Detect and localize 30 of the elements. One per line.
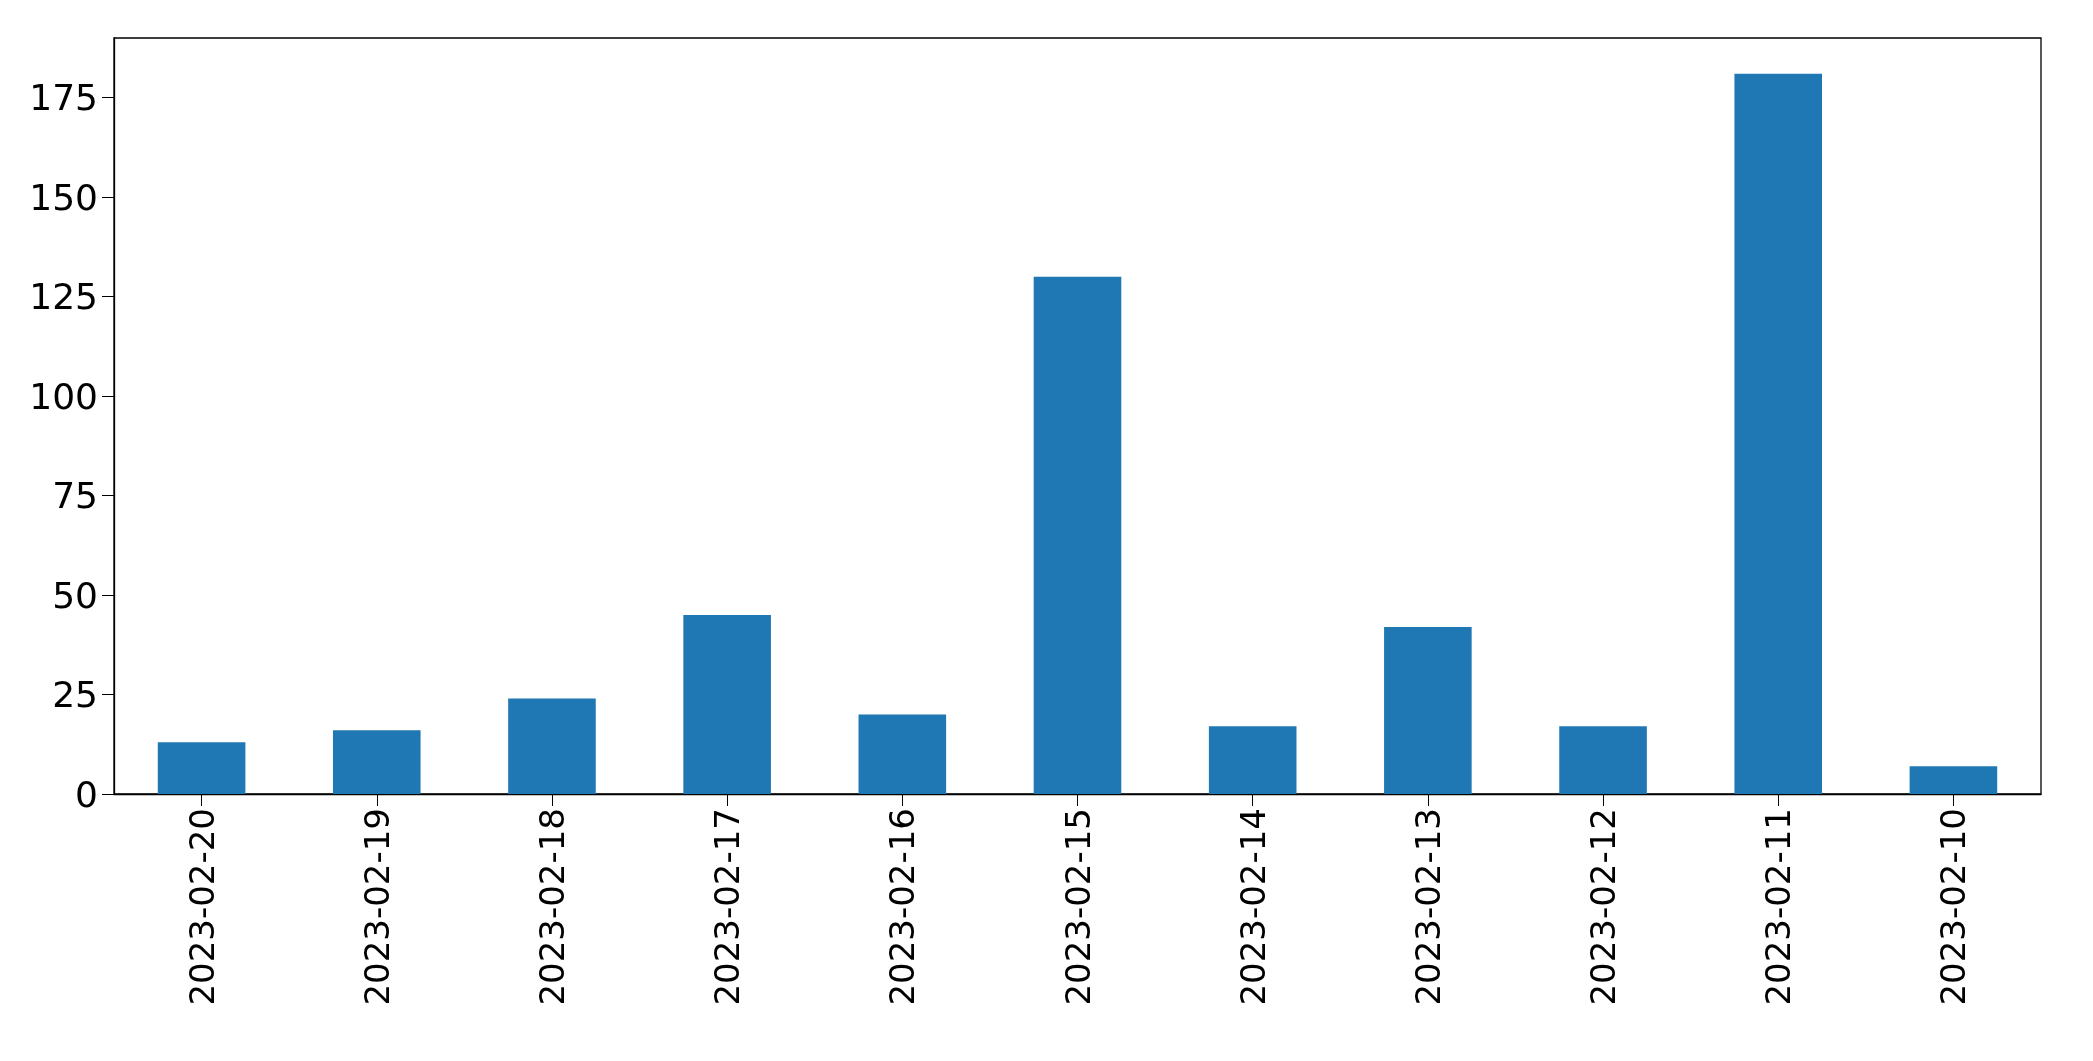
bar bbox=[1208, 726, 1297, 794]
bar bbox=[683, 614, 771, 794]
y-tick-label: 50 bbox=[52, 574, 98, 616]
y-tick-label: 25 bbox=[52, 674, 98, 716]
x-tick-label: 2023-02-11 bbox=[1758, 808, 1799, 1006]
x-tick-label: 2023-02-15 bbox=[1057, 808, 1098, 1006]
bar bbox=[1559, 726, 1647, 794]
y-tick-label: 100 bbox=[29, 375, 98, 417]
bar bbox=[1734, 73, 1823, 794]
bar bbox=[858, 714, 947, 794]
x-tick-label: 2023-02-14 bbox=[1232, 808, 1273, 1006]
x-tick-label: 2023-02-19 bbox=[356, 808, 397, 1006]
bar bbox=[1384, 626, 1472, 794]
x-tick-label: 2023-02-18 bbox=[531, 808, 572, 1006]
x-tick-label: 2023-02-20 bbox=[181, 808, 222, 1006]
bar bbox=[332, 730, 421, 794]
y-tick-label: 150 bbox=[29, 176, 98, 218]
y-tick-label: 75 bbox=[52, 475, 98, 517]
bar bbox=[157, 742, 246, 794]
y-tick-label: 125 bbox=[29, 276, 98, 318]
bar bbox=[1033, 276, 1122, 794]
x-tick-label: 2023-02-13 bbox=[1407, 808, 1448, 1006]
x-tick-label: 2023-02-16 bbox=[882, 808, 923, 1006]
bar bbox=[1909, 766, 1998, 794]
y-tick-label: 0 bbox=[75, 773, 98, 815]
x-tick-label: 2023-02-17 bbox=[707, 808, 748, 1006]
bar bbox=[508, 698, 596, 794]
y-tick-label: 175 bbox=[29, 77, 98, 119]
x-tick-label: 2023-02-10 bbox=[1933, 808, 1974, 1006]
x-tick-label: 2023-02-12 bbox=[1583, 808, 1624, 1006]
